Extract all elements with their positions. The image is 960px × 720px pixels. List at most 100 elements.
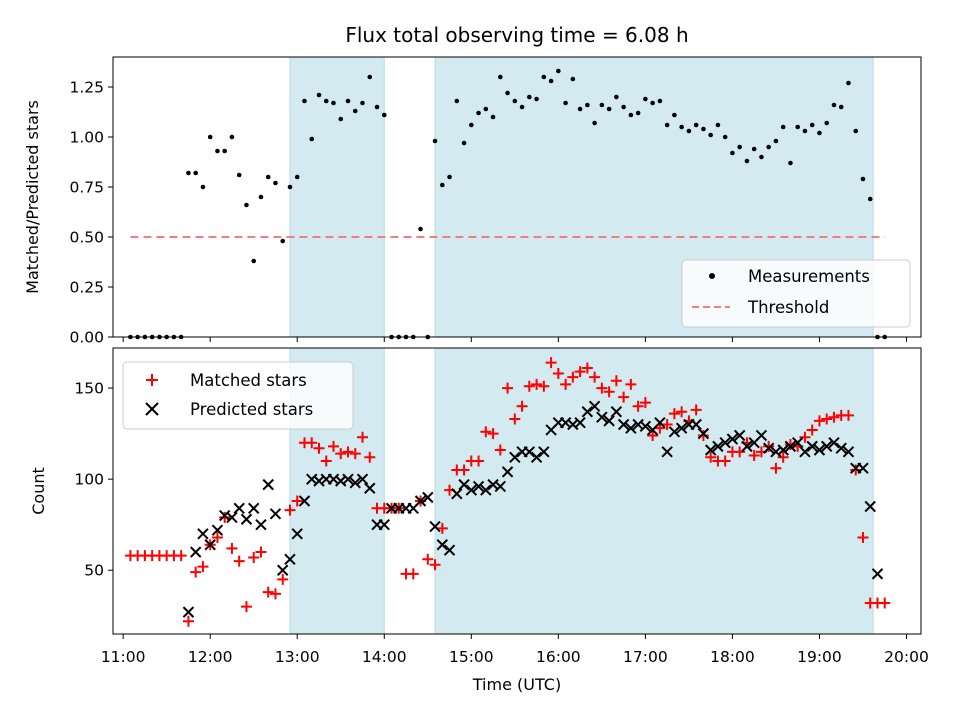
matched-star-point: [589, 371, 601, 383]
measurement-point: [258, 194, 264, 200]
matched-star-point: [770, 462, 782, 474]
matched-star-point: [821, 413, 833, 425]
top-shaded-interval: [289, 56, 385, 338]
predicted-star-point: [654, 416, 666, 429]
matched-star-point: [516, 400, 528, 412]
predicted-star-point: [617, 418, 630, 431]
matched-star-point: [763, 440, 775, 452]
measurement-point: [338, 116, 344, 122]
x-tick-label: 19:00: [797, 648, 842, 666]
measurement-point: [759, 154, 764, 160]
measurement-point: [287, 184, 293, 190]
matched-star-point: [697, 429, 709, 441]
legend-threshold-label: Threshold: [747, 298, 829, 317]
legend-matched-marker: [146, 374, 158, 386]
predicted-star-point: [277, 564, 289, 576]
measurement-point: [867, 196, 873, 202]
matched-star-point: [596, 382, 608, 394]
predicted-star-point: [204, 539, 216, 551]
top-plot-frame: [112, 56, 922, 338]
measurement-point: [563, 100, 568, 106]
measurement-point: [860, 176, 866, 182]
matched-star-point: [632, 400, 644, 412]
measurement-point: [200, 184, 206, 190]
measurement-point: [309, 136, 315, 142]
x-tick-label: 11:00: [101, 648, 146, 666]
matched-star-point: [320, 455, 332, 467]
matched-star-point: [342, 446, 354, 458]
measurement-point: [722, 134, 728, 140]
measurement-point: [302, 98, 307, 104]
measurement-point: [280, 238, 286, 244]
predicted-star-point: [835, 442, 847, 454]
predicted-star-point: [182, 606, 195, 618]
bottom-plot-frame: [112, 347, 922, 635]
top-x-ticks: [122, 337, 907, 342]
predicted-star-point: [480, 484, 492, 496]
matched-star-point: [523, 380, 535, 392]
predicted-star-point: [762, 442, 775, 454]
predicted-star-point: [726, 433, 739, 445]
bottom-x-ticks: 11:00 12:00 13:00 14:00 15:00 16:00 17:00 18:00…: [101, 634, 929, 666]
matched-star-point: [552, 368, 564, 380]
measurement-point: [519, 104, 525, 110]
bottom-y-tick-label: 50: [84, 562, 104, 580]
predicted-star-point: [690, 418, 702, 431]
matched-star-point: [487, 428, 499, 440]
measurement-point: [570, 76, 576, 82]
predicted-star-point: [588, 400, 601, 413]
measurement-point: [599, 102, 605, 108]
predicted-star-point: [741, 440, 753, 453]
x-axis-label: Time (UTC): [472, 675, 561, 694]
predicted-star-point: [189, 546, 202, 558]
matched-star-point: [879, 597, 891, 609]
measurement-point: [606, 106, 612, 112]
predicted-star-point: [697, 427, 710, 440]
measurement-point: [432, 138, 438, 144]
predicted-star-point: [574, 416, 586, 429]
bottom-y-tick-label: 100: [74, 471, 104, 489]
matched-star-point: [647, 429, 659, 441]
matched-star-point: [850, 464, 862, 476]
matched-star-point: [226, 542, 238, 554]
predicted-stars-points: [182, 400, 884, 618]
measurement-point: [679, 124, 684, 130]
matched-star-point: [277, 573, 289, 585]
predicted-star-point: [864, 500, 876, 513]
x-tick-label: 18:00: [710, 648, 755, 666]
measurement-point: [439, 182, 445, 188]
measurement-point: [701, 126, 706, 132]
matched-star-point: [407, 568, 419, 580]
predicted-star-point: [422, 491, 434, 504]
predicted-star-point: [538, 446, 550, 458]
bottom-y-ticks: 50 100 150: [74, 380, 113, 580]
matched-star-point: [364, 451, 376, 463]
bottom-y-axis-label: Count: [29, 467, 48, 515]
matched-star-point: [219, 511, 231, 523]
predicted-star-point: [523, 446, 536, 458]
matched-star-point: [705, 451, 717, 463]
measurement-point: [802, 128, 808, 134]
measurement-point: [236, 172, 242, 178]
x-tick-label: 12:00: [188, 648, 233, 666]
measurement-point: [222, 148, 227, 154]
x-tick-label: 14:00: [362, 648, 407, 666]
matched-star-point: [690, 404, 702, 416]
measurement-point: [817, 130, 822, 136]
measurement-point: [476, 110, 481, 116]
matched-star-point: [734, 446, 746, 458]
predicted-star-point: [226, 511, 238, 524]
predicted-star-point: [675, 422, 688, 434]
matched-star-point: [777, 451, 789, 463]
predicted-star-point: [269, 508, 282, 520]
matched-star-point: [509, 413, 521, 425]
matched-star-point: [458, 464, 470, 476]
matched-star-point: [603, 386, 615, 398]
measurement-point: [788, 160, 793, 166]
matched-star-point: [748, 449, 760, 461]
predicted-star-point: [378, 518, 390, 531]
predicted-star-point: [436, 539, 449, 551]
measurement-point: [737, 144, 742, 150]
matched-star-point: [255, 546, 267, 558]
